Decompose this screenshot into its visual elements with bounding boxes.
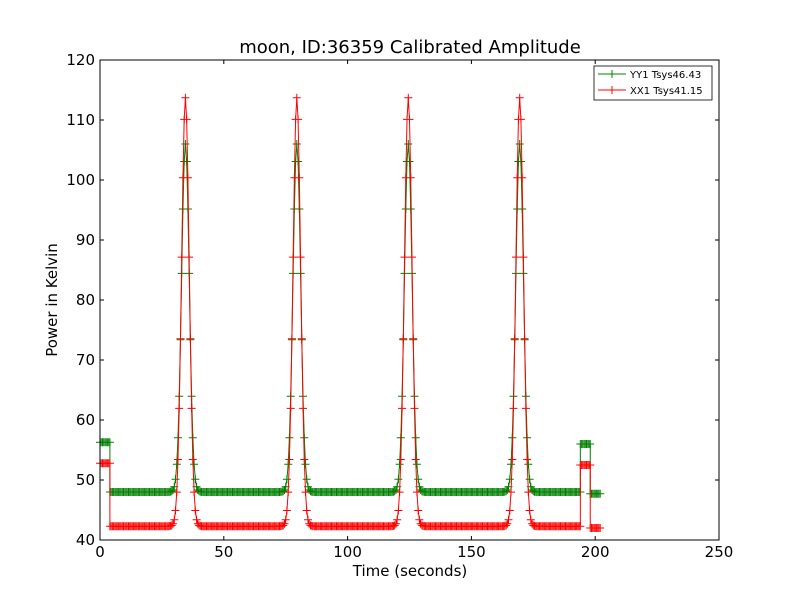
x-axis: 0 50 100 150 200 250 bbox=[95, 60, 733, 561]
legend-entry-xx1: XX1 Tsys41.15 bbox=[598, 86, 703, 97]
y-tick-label: 70 bbox=[76, 351, 95, 369]
legend-entry-yy1: YY1 Tsys46.43 bbox=[598, 70, 701, 81]
x-tick-label: 50 bbox=[214, 543, 233, 561]
y-axis: 40 50 60 70 80 90 100 110 120 bbox=[66, 51, 719, 549]
legend-marker-yy1 bbox=[608, 70, 616, 78]
y-tick-label: 60 bbox=[76, 411, 95, 429]
y-tick-label: 40 bbox=[76, 531, 95, 549]
legend-marker-xx1 bbox=[608, 86, 616, 94]
x-tick-label: 100 bbox=[333, 543, 362, 561]
y-tick-label: 100 bbox=[66, 171, 95, 189]
y-tick-label: 110 bbox=[66, 111, 95, 129]
y-tick-label: 90 bbox=[76, 231, 95, 249]
x-tick-label: 250 bbox=[705, 543, 734, 561]
x-tick-label: 150 bbox=[457, 543, 486, 561]
x-tick-label: 200 bbox=[581, 543, 610, 561]
legend-label-yy1: YY1 Tsys46.43 bbox=[629, 70, 701, 81]
y-tick-label: 120 bbox=[66, 51, 95, 69]
x-tick-label: 0 bbox=[95, 543, 105, 561]
y-axis-label: Power in Kelvin bbox=[43, 243, 61, 357]
y-tick-label: 50 bbox=[76, 471, 95, 489]
legend: YY1 Tsys46.43 XX1 Tsys41.15 bbox=[593, 65, 713, 101]
y-tick-label: 80 bbox=[76, 291, 95, 309]
x-axis-label: Time (seconds) bbox=[352, 562, 468, 580]
chart-title: moon, ID:36359 Calibrated Amplitude bbox=[239, 37, 581, 58]
legend-box bbox=[593, 65, 713, 101]
legend-label-xx1: XX1 Tsys41.15 bbox=[630, 86, 703, 97]
